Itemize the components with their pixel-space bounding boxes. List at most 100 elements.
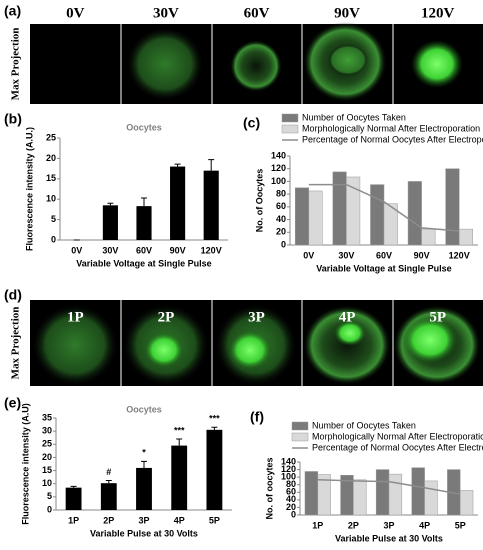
x-axis-label: Variable Voltage at Single Pulse <box>76 258 211 268</box>
y-tick-label: 0 <box>291 509 296 519</box>
y-axis-label: No. of Oocytes <box>254 169 264 233</box>
bar <box>102 205 118 240</box>
error-bar <box>174 163 181 167</box>
y-tick-label: 120 <box>281 464 296 474</box>
legend-swatch <box>281 124 299 134</box>
x-tick-label: 60V <box>136 245 152 255</box>
y-tick-label: 140 <box>281 456 296 466</box>
image-label: 30V <box>153 5 179 21</box>
y-tick-label: 20 <box>46 153 56 163</box>
bar <box>170 166 186 240</box>
bar <box>346 176 361 246</box>
image-label: 90V <box>334 5 360 21</box>
bar <box>445 168 460 246</box>
x-tick-label: 4P <box>419 520 430 530</box>
y-tick-label: 80 <box>276 189 286 199</box>
legend-label: Number of Oocytes Taken <box>302 112 406 122</box>
x-tick-label: 60V <box>376 250 392 260</box>
bar <box>370 184 385 246</box>
y-tick-label: 10 <box>46 194 56 204</box>
x-tick-label: 3P <box>138 515 149 525</box>
image-label: 60V <box>244 5 270 21</box>
y-tick-label: 35 <box>42 412 52 422</box>
bar <box>375 469 390 516</box>
legend-swatch <box>281 113 299 123</box>
y-tick-label: 25 <box>42 439 52 449</box>
bar <box>295 187 310 246</box>
image-row-d <box>30 300 483 386</box>
y-tick-label: 100 <box>271 176 286 186</box>
x-tick-label: 1P <box>312 520 323 530</box>
y-tick-label: 120 <box>271 163 286 173</box>
bar <box>421 228 436 246</box>
bar <box>65 487 82 510</box>
panel-letter: (f) <box>250 409 264 425</box>
y-tick-label: 0 <box>47 504 52 514</box>
x-tick-label: 0V <box>303 250 314 260</box>
x-tick-label: 4P <box>174 515 185 525</box>
y-tick-label: 20 <box>42 452 52 462</box>
x-tick-label: 2P <box>103 515 114 525</box>
bar <box>304 471 319 516</box>
image-label: 5P <box>429 309 446 325</box>
x-tick-label: 120V <box>449 250 470 260</box>
line <box>317 479 461 495</box>
bar <box>136 206 152 240</box>
y-tick-label: 5 <box>47 491 52 501</box>
bar <box>136 467 152 510</box>
y-tick-label: 30 <box>42 426 52 436</box>
y-tick-label: 15 <box>46 173 56 183</box>
bar <box>171 445 188 510</box>
bar <box>411 467 425 516</box>
chart-title: Oocytes <box>126 122 162 132</box>
y-tick-label: 80 <box>286 479 296 489</box>
error-bar <box>176 438 183 446</box>
x-tick-label: 30V <box>102 245 118 255</box>
y-tick-label: 40 <box>276 214 286 224</box>
image-label: 0V <box>66 5 85 21</box>
y-tick-label: 60 <box>286 487 296 497</box>
cell-image <box>402 316 458 364</box>
legend-swatch <box>291 432 309 442</box>
x-tick-label: 5P <box>455 520 466 530</box>
x-tick-label: 5P <box>209 515 220 525</box>
cell-image <box>144 332 184 368</box>
y-axis-label: Fluorescence intensity (A.U.) <box>24 127 34 251</box>
image-label: 3P <box>248 309 265 325</box>
panel-letter: (b) <box>4 111 22 127</box>
y-tick-label: 40 <box>286 494 296 504</box>
significance-label: *** <box>174 425 185 435</box>
y-tick-label: 10 <box>42 478 52 488</box>
cell-image <box>228 330 272 370</box>
line <box>308 183 460 232</box>
error-bar <box>211 426 218 430</box>
bar <box>308 190 323 246</box>
legend-swatch <box>291 421 309 431</box>
bar <box>407 181 422 246</box>
cell-image <box>127 28 203 100</box>
x-axis-label: Variable Pulse at 30 Volts <box>335 533 443 543</box>
legend-label: Morphologically Normal After Electropora… <box>312 431 483 441</box>
side-label: Max Projection <box>10 307 22 380</box>
legend-label: Number of Oocytes Taken <box>312 420 416 430</box>
image-row-a <box>30 22 483 104</box>
y-tick-label: 100 <box>281 472 296 482</box>
y-axis-label: Fluorescence intensity (A.U) <box>20 403 30 525</box>
panel-letter: (a) <box>4 3 21 19</box>
x-tick-label: 30V <box>338 250 354 260</box>
legend-label: Percentage of Normal Oocytes After Elect… <box>312 442 483 452</box>
bar <box>459 490 474 516</box>
error-bar <box>107 202 114 206</box>
bar <box>353 479 367 516</box>
image-label: 1P <box>67 309 84 325</box>
x-tick-label: 120V <box>201 245 222 255</box>
x-axis-label: Variable Pulse at 30 Volts <box>90 528 198 538</box>
image-label: 4P <box>339 309 356 325</box>
bar <box>332 171 347 246</box>
chart-title: Oocytes <box>126 404 162 414</box>
y-tick-label: 15 <box>42 465 52 475</box>
error-bar <box>208 159 215 171</box>
cell-image <box>328 44 368 76</box>
bar <box>388 473 403 516</box>
